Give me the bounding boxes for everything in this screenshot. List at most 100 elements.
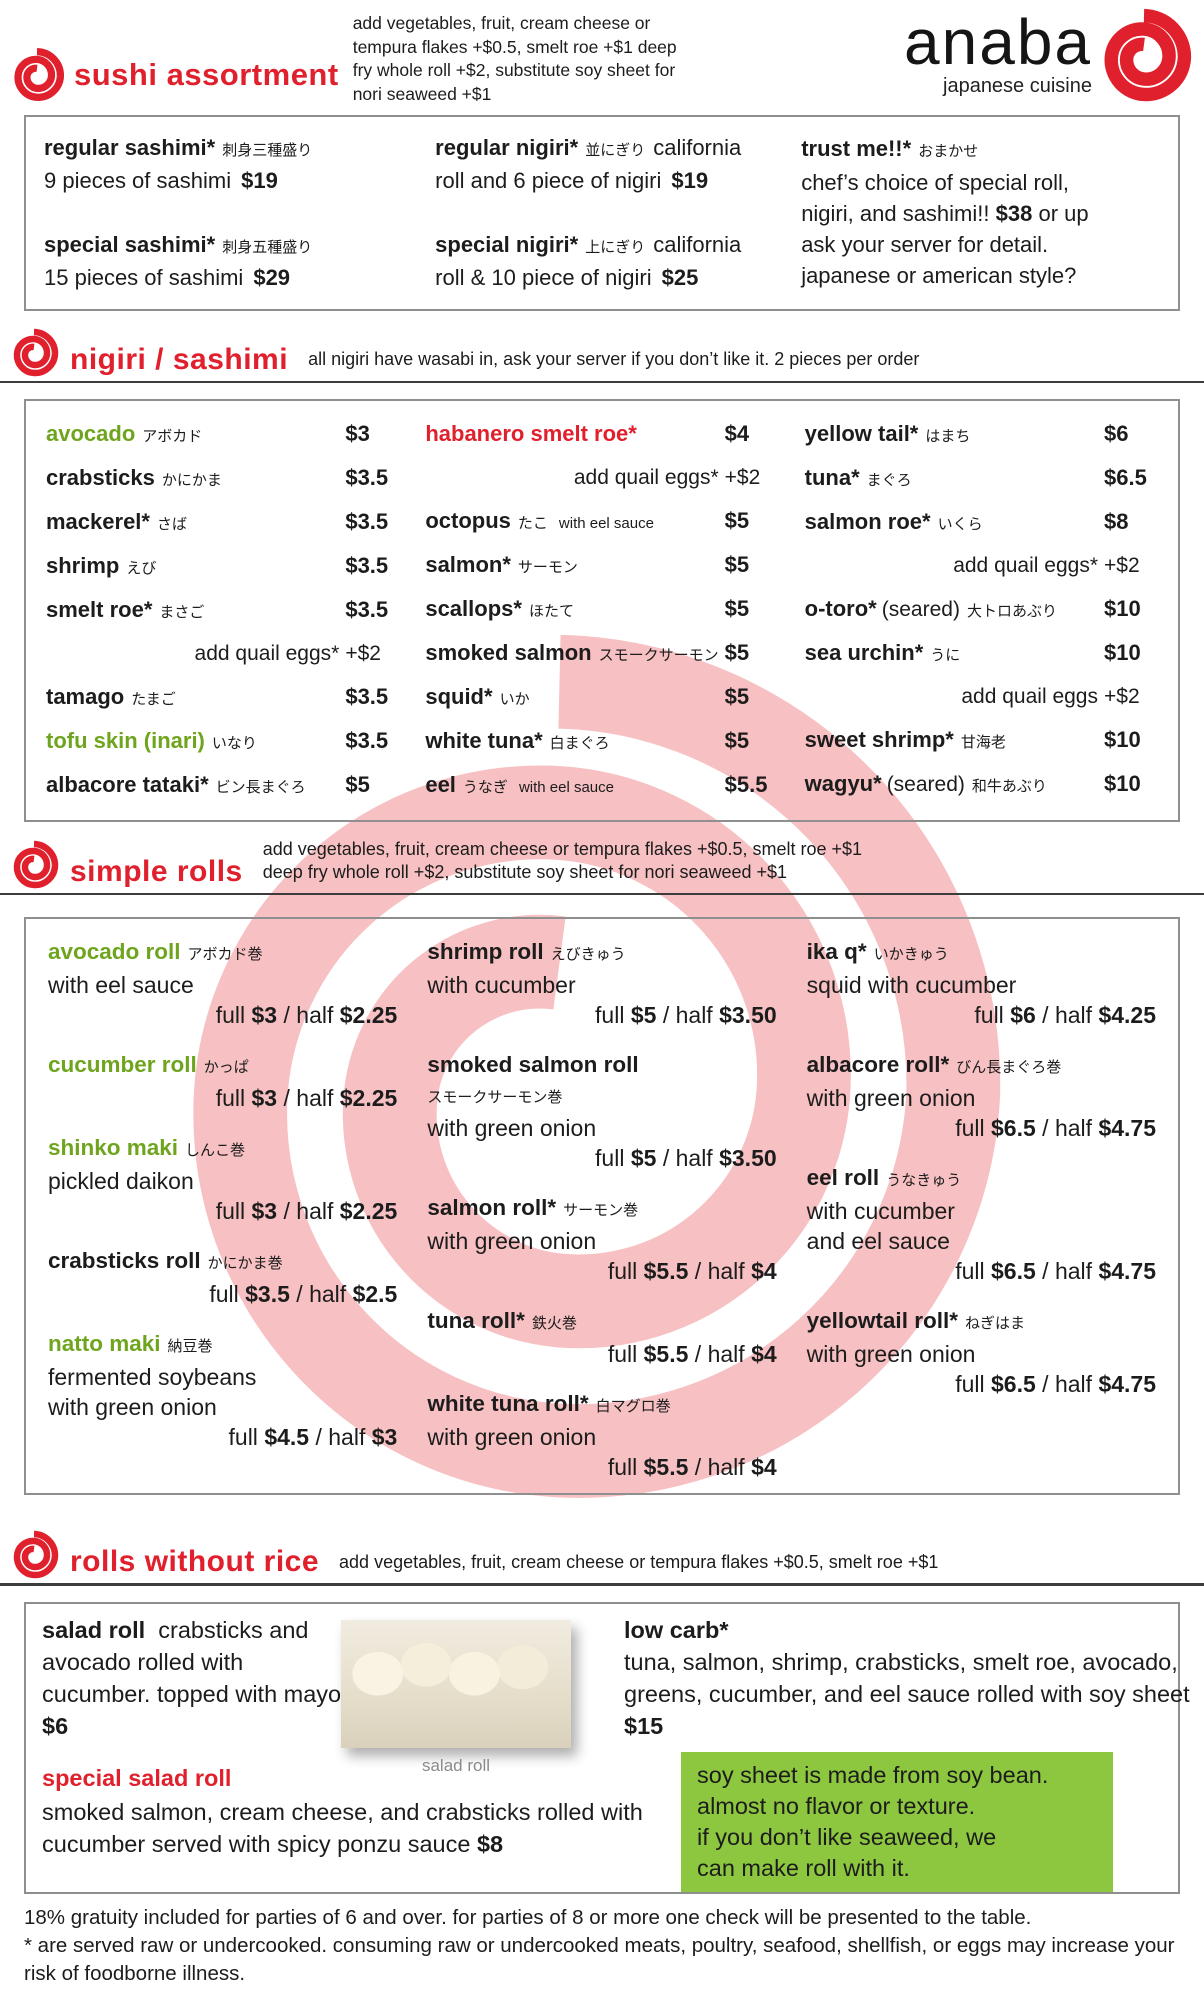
item-name-jp: アボカド [142,427,203,445]
logo-text: anaba japanese cuisine [904,6,1092,98]
full-price: $3 [251,1197,278,1224]
full-label: full [215,1197,246,1224]
item-name-jp: うなきゅう [886,1171,962,1189]
item-name-wrap: add quail eggs* [425,457,719,500]
nigiri-item-row: o-toro* (seared) 大トロあぶり $10 [805,588,1158,632]
item-name: low carb* [624,1616,729,1643]
item-name-jp: かっぱ [203,1058,249,1076]
roll-item: natto maki 納豆巻 fermented soybeans with gr… [48,1329,397,1452]
item-name: cucumber roll [48,1051,197,1077]
item-name: albacore roll* [806,1051,950,1077]
item-name-wrap: tuna* まぐろ [805,457,1098,501]
item-name: salad roll [42,1616,146,1643]
item-title: tuna roll* 鉄火巻 [427,1306,776,1339]
item-name-wrap: smelt roe* まさご [46,589,339,633]
item-name-wrap: yellow tail* はまち [805,413,1098,457]
item-desc: with green onion [806,1084,976,1111]
section-title: rolls without rice [70,1544,320,1578]
item-price: $5 [724,595,750,621]
section-note-line2: deep fry whole roll +$2, substitute soy … [262,861,788,882]
item-desc: squid with cucumber [806,971,1017,998]
logo-tagline: japanese cuisine [943,74,1092,97]
item-desc: with green onion [806,1340,976,1367]
item-title: crabsticks roll かにかま巻 [48,1246,397,1279]
nigiri-item-row: eel うなぎ with eel sauce $5.5 [425,764,778,808]
item-price: $10 [1104,726,1141,752]
item-name-wrap: o-toro* (seared) 大トロあぶり [805,588,1098,632]
full-label: full [209,1280,239,1307]
roll-item: albacore roll* びん長まぐろ巻 with green onion f… [807,1050,1156,1143]
spiral-icon [8,46,66,104]
full-label: full [215,1084,246,1111]
item-name-jp: びん長まぐろ巻 [956,1058,1062,1076]
logo-name: anaba [904,6,1092,78]
full-price: $3 [251,1084,278,1111]
section-divider [0,1582,1204,1586]
item-price: +$2 [1104,553,1140,577]
roll-item: cucumber roll かっぱ full $3 / half $2.25 [48,1050,397,1113]
item-name: o-toro* [804,595,877,621]
item-name: add quail eggs* [573,465,719,489]
nigiri-item-row: wagyu* (seared) 和牛あぶり $10 [805,763,1158,807]
item-desc: with green onion [427,1114,597,1141]
item-name-jp: 並にぎり [585,141,646,159]
full-label: full [228,1423,258,1450]
item-name: wagyu* [804,770,882,796]
nigiri-item-row: albacore tataki* ビン長まぐろ $5 [46,764,399,808]
item-name-jp: ほたて [528,602,574,620]
half-price: $2.25 [339,1084,398,1111]
item-name-wrap: shrimp えび [46,545,339,589]
item-name: crabsticks roll [48,1247,201,1273]
spiral-icon [8,327,60,379]
item-desc: with cucumber [427,971,576,998]
item-price-line: full $6 / half $4.25 [807,1000,1156,1030]
item-name-jp: サーモン巻 [563,1201,639,1219]
item-name-wrap: add quail eggs* [805,545,1098,588]
half-price: $2.25 [339,1197,398,1224]
full-price: $4.5 [264,1423,310,1450]
item-price: $5 [724,639,750,665]
item-name: sweet shrimp* [804,726,954,752]
full-price: $6.5 [991,1257,1036,1284]
item-cook-note: (seared) [886,772,965,796]
item-title: salmon roll* サーモン巻 [427,1193,776,1226]
section-note: add vegetables, fruit, cream cheese or t… [339,1551,939,1572]
half-label: / half [694,1257,745,1284]
item-name: regular sashimi* [44,134,216,160]
item-name-wrap: white tuna* 白まぐろ [425,720,718,764]
roll-item: ika q* いかきゅう squid with cucumber full $6 … [807,937,1156,1030]
item-price: +$2 [724,465,761,489]
full-label: full [595,1001,625,1028]
page-header: sushi assortment add vegetables, fruit, … [0,0,1204,107]
item-name-jp: いなり [211,734,257,752]
item-name: eel roll [806,1164,880,1190]
item-desc: tuna, salmon, shrimp, crabsticks, smelt … [624,1648,1190,1707]
full-label: full [607,1340,638,1367]
gratuity-note: 18% gratuity included for parties of 6 a… [24,1905,1032,1929]
item-name-wrap: eel うなぎ with eel sauce [425,764,718,808]
item-name-jp: 大トロあぶり [966,602,1057,620]
nigiri-item-row: sweet shrimp* 甘海老 $10 [805,719,1158,763]
item-price: $5 [724,683,750,709]
item-desc: roll and 6 piece of nigiri $19 [435,166,783,196]
item-name-jp: スモークサーモン [598,646,719,664]
item-name: white tuna roll* [427,1390,589,1416]
item-price-line: full $5.5 / half $4 [427,1339,777,1369]
item-name-jp: 納豆巻 [167,1337,213,1355]
item-name-wrap: salmon roe* いくら [805,501,1098,545]
half-price: $4 [751,1340,777,1367]
photo-caption: salad roll [421,1755,491,1775]
full-label: full [215,1001,246,1028]
item-title: shrimp roll えびきゅう [427,937,776,970]
item-name: add quail eggs [961,684,1098,708]
item-price: $15 [624,1712,664,1739]
item-price: $29 [253,264,291,290]
item-desc-text: 9 pieces of sashimi [44,167,232,193]
rolls-column-1: avocado roll アボカド巻 with eel sauce full $3… [48,937,398,1493]
roll-item: white tuna roll* 白マグロ巻 with green onion f… [427,1389,776,1482]
half-price: $3.50 [719,1144,777,1171]
assortment-addons-note: add vegetables, fruit, cream cheese or t… [352,13,677,104]
roll-item: avocado roll アボカド巻 with eel sauce full $3… [48,937,397,1030]
item-title: cucumber roll かっぱ [48,1050,397,1083]
item-name: shrimp roll [427,938,544,964]
